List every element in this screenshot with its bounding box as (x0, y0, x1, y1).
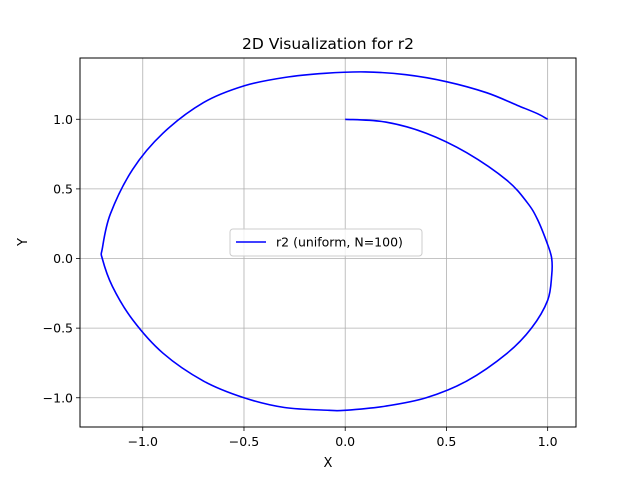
y-tick-label: 1.0 (53, 112, 73, 127)
y-tick-label: −1.0 (43, 390, 73, 405)
series-layer (100, 71, 554, 412)
y-tick-label: 0.5 (53, 181, 73, 196)
legend-label: r2 (uniform, N=100) (276, 235, 403, 250)
x-axis-ticks: −1.0 −0.5 0.0 0.5 1.0 (128, 427, 558, 449)
x-tick-label: −1.0 (128, 434, 158, 449)
plot-frame (79, 57, 577, 428)
legend-box (229, 228, 423, 257)
chart-title: 2D Visualization for r2 (242, 35, 414, 53)
x-tick-label: 0.0 (335, 434, 355, 449)
series-line (100, 71, 554, 412)
y-axis-ticks: −1.0 −0.5 0.0 0.5 1.0 (43, 112, 80, 405)
legend: r2 (uniform, N=100) (229, 228, 423, 257)
x-tick-label: −0.5 (229, 434, 259, 449)
x-tick-label: 0.5 (436, 434, 456, 449)
x-tick-label: 1.0 (538, 434, 558, 449)
y-tick-label: 0.0 (53, 251, 73, 266)
x-axis-label: X (324, 456, 333, 471)
y-axis-label: Y (16, 238, 31, 247)
y-tick-label: −0.5 (43, 321, 73, 336)
